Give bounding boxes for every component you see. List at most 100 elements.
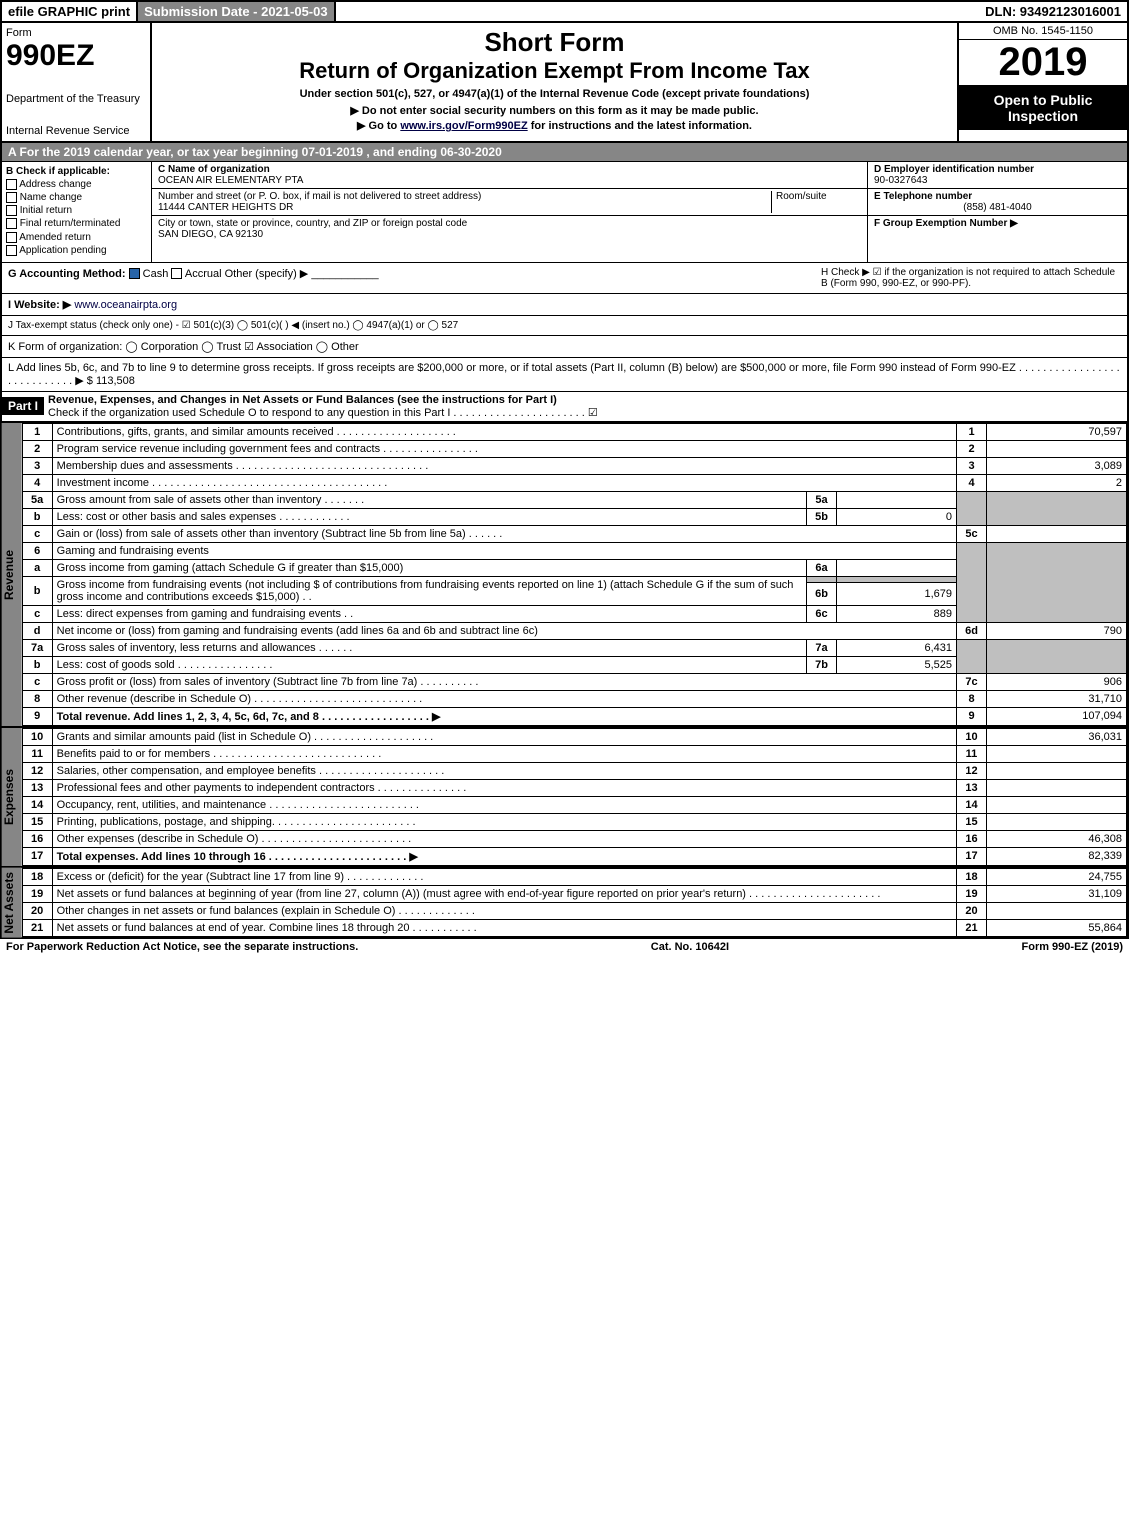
line-12: 12Salaries, other compensation, and empl… xyxy=(22,762,1126,779)
city-label: City or town, state or province, country… xyxy=(158,218,467,229)
chk-amended-return[interactable]: Amended return xyxy=(6,232,147,243)
footer-left: For Paperwork Reduction Act Notice, see … xyxy=(6,941,358,953)
under-section: Under section 501(c), 527, or 4947(a)(1)… xyxy=(156,88,953,100)
line-5a: 5aGross amount from sale of assets other… xyxy=(22,491,1126,508)
row-l: L Add lines 5b, 6c, and 7b to line 9 to … xyxy=(2,357,1127,391)
group-exemption-label: F Group Exemption Number ▶ xyxy=(874,218,1018,229)
irs-label: Internal Revenue Service xyxy=(6,125,146,137)
row-a-tax-year: A For the 2019 calendar year, or tax yea… xyxy=(2,141,1127,161)
part1-title: Revenue, Expenses, and Changes in Net As… xyxy=(44,392,1127,421)
col-b-title: B Check if applicable: xyxy=(6,166,147,177)
line-6d: dNet income or (loss) from gaming and fu… xyxy=(22,622,1126,639)
page-footer: For Paperwork Reduction Act Notice, see … xyxy=(0,939,1129,955)
revenue-table: 1Contributions, gifts, grants, and simil… xyxy=(22,423,1127,726)
line-8: 8Other revenue (describe in Schedule O) … xyxy=(22,690,1126,707)
accounting-label: G Accounting Method: xyxy=(8,268,126,280)
part1-header: Part I Revenue, Expenses, and Changes in… xyxy=(2,391,1127,421)
line-18: 18Excess or (deficit) for the year (Subt… xyxy=(22,868,1126,885)
line-5c: cGain or (loss) from sale of assets othe… xyxy=(22,525,1126,542)
line-13: 13Professional fees and other payments t… xyxy=(22,779,1126,796)
row-k: K Form of organization: ◯ Corporation ◯ … xyxy=(2,335,1127,357)
tax-year: 2019 xyxy=(959,40,1127,86)
dln-label: DLN: 93492123016001 xyxy=(979,2,1127,21)
col-def: D Employer identification number 90-0327… xyxy=(867,162,1127,262)
website-link[interactable]: www.oceanairpta.org xyxy=(74,299,177,311)
form-title: Return of Organization Exempt From Incom… xyxy=(156,58,953,84)
note-goto: ▶ Go to www.irs.gov/Form990EZ for instru… xyxy=(156,119,953,132)
top-bar: efile GRAPHIC print Submission Date - 20… xyxy=(0,0,1129,23)
row-i: I Website: ▶ www.oceanairpta.org xyxy=(2,293,1127,315)
chk-initial-return[interactable]: Initial return xyxy=(6,205,147,216)
note-ssn: ▶ Do not enter social security numbers o… xyxy=(156,104,953,117)
form-word: Form xyxy=(6,27,146,39)
efile-label: efile GRAPHIC print xyxy=(2,2,138,21)
form-number: 990EZ xyxy=(6,39,146,73)
submission-date: Submission Date - 2021-05-03 xyxy=(138,2,336,21)
line-16: 16Other expenses (describe in Schedule O… xyxy=(22,830,1126,847)
header-left: Form 990EZ Department of the Treasury In… xyxy=(2,23,152,141)
org-address-block: Number and street (or P. O. box, if mail… xyxy=(152,189,867,216)
short-form-title: Short Form xyxy=(156,27,953,58)
revenue-block: Revenue 1Contributions, gifts, grants, a… xyxy=(2,421,1127,726)
expenses-block: Expenses 10Grants and similar amounts pa… xyxy=(2,726,1127,866)
netassets-sidelabel: Net Assets xyxy=(2,868,22,938)
line-9: 9Total revenue. Add lines 1, 2, 3, 4, 5c… xyxy=(22,707,1126,725)
footer-center: Cat. No. 10642I xyxy=(651,941,729,953)
header-center: Short Form Return of Organization Exempt… xyxy=(152,23,957,141)
row-h: H Check ▶ ☑ if the organization is not r… xyxy=(821,267,1121,289)
chk-name-change[interactable]: Name change xyxy=(6,192,147,203)
col-c-org-info: C Name of organization OCEAN AIR ELEMENT… xyxy=(152,162,867,262)
dept-treasury: Department of the Treasury xyxy=(6,93,146,105)
line-7c: cGross profit or (loss) from sales of in… xyxy=(22,673,1126,690)
chk-accrual[interactable] xyxy=(171,268,182,279)
line-14: 14Occupancy, rent, utilities, and mainte… xyxy=(22,796,1126,813)
line-10: 10Grants and similar amounts paid (list … xyxy=(22,728,1126,745)
line-21: 21Net assets or fund balances at end of … xyxy=(22,920,1126,937)
row-j: J Tax-exempt status (check only one) - ☑… xyxy=(2,315,1127,335)
line-2: 2Program service revenue including gover… xyxy=(22,440,1126,457)
line-20: 20Other changes in net assets or fund ba… xyxy=(22,903,1126,920)
line-4: 4Investment income . . . . . . . . . . .… xyxy=(22,474,1126,491)
chk-application-pending[interactable]: Application pending xyxy=(6,245,147,256)
line-15: 15Printing, publications, postage, and s… xyxy=(22,813,1126,830)
chk-cash[interactable] xyxy=(129,268,140,279)
ein-label: D Employer identification number xyxy=(874,164,1034,175)
chk-address-change[interactable]: Address change xyxy=(6,179,147,190)
revenue-sidelabel: Revenue xyxy=(2,423,22,726)
irs-link[interactable]: www.irs.gov/Form990EZ xyxy=(400,120,527,132)
row-l-val: 113,508 xyxy=(96,375,135,387)
addr-label: Number and street (or P. O. box, if mail… xyxy=(158,191,481,202)
omb-number: OMB No. 1545-1150 xyxy=(959,23,1127,40)
netassets-table: 18Excess or (deficit) for the year (Subt… xyxy=(22,868,1127,938)
ein-value: 90-0327643 xyxy=(874,175,927,186)
website-label: I Website: ▶ xyxy=(8,299,71,311)
org-city-block: City or town, state or province, country… xyxy=(152,216,867,242)
netassets-block: Net Assets 18Excess or (deficit) for the… xyxy=(2,866,1127,938)
line-17: 17Total expenses. Add lines 10 through 1… xyxy=(22,847,1126,865)
org-address: 11444 CANTER HEIGHTS DR xyxy=(158,202,293,213)
line-7a: 7aGross sales of inventory, less returns… xyxy=(22,639,1126,656)
room-label: Room/suite xyxy=(776,191,827,202)
line-3: 3Membership dues and assessments . . . .… xyxy=(22,457,1126,474)
row-gh: G Accounting Method: Cash Accrual Other … xyxy=(2,262,1127,293)
org-name-label: C Name of organization xyxy=(158,164,270,175)
phone-block: E Telephone number (858) 481-4040 xyxy=(868,189,1127,216)
col-b-checkboxes: B Check if applicable: Address change Na… xyxy=(2,162,152,262)
part1-label: Part I xyxy=(2,397,44,415)
open-public: Open to Public Inspection xyxy=(959,86,1127,130)
chk-final-return[interactable]: Final return/terminated xyxy=(6,218,147,229)
org-name: OCEAN AIR ELEMENTARY PTA xyxy=(158,175,303,186)
ein-block: D Employer identification number 90-0327… xyxy=(868,162,1127,189)
line-1: 1Contributions, gifts, grants, and simil… xyxy=(22,423,1126,440)
form-header: Form 990EZ Department of the Treasury In… xyxy=(2,23,1127,141)
org-name-block: C Name of organization OCEAN AIR ELEMENT… xyxy=(152,162,867,189)
expenses-sidelabel: Expenses xyxy=(2,728,22,866)
form-main: Form 990EZ Department of the Treasury In… xyxy=(0,23,1129,939)
header-right: OMB No. 1545-1150 2019 Open to Public In… xyxy=(957,23,1127,141)
footer-right: Form 990-EZ (2019) xyxy=(1022,941,1123,953)
line-11: 11Benefits paid to or for members . . . … xyxy=(22,745,1126,762)
row-l-text: L Add lines 5b, 6c, and 7b to line 9 to … xyxy=(8,362,1120,387)
phone-label: E Telephone number xyxy=(874,191,972,202)
phone-value: (858) 481-4040 xyxy=(874,202,1121,213)
expenses-table: 10Grants and similar amounts paid (list … xyxy=(22,728,1127,866)
